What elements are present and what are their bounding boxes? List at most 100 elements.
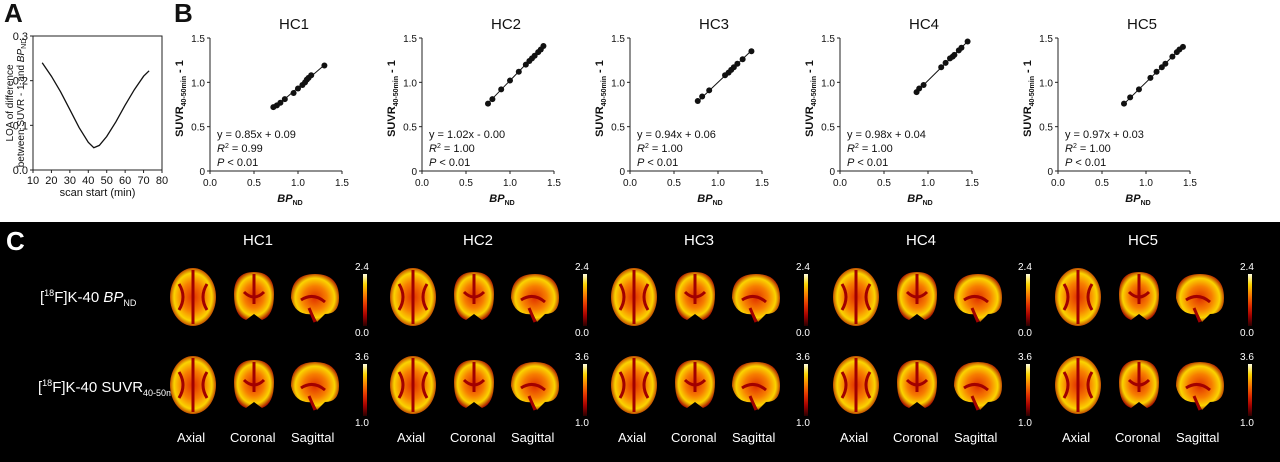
x-axis-label-sub: ND <box>293 200 303 207</box>
data-point <box>942 59 949 66</box>
colorbar-max: 3.6 <box>1240 352 1254 363</box>
x-tick-label: 0.5 <box>247 178 261 189</box>
data-point <box>1147 74 1154 81</box>
colorbar-row1 <box>583 274 587 326</box>
view-label-sagittal: Sagittal <box>1176 430 1220 445</box>
r-squared-sup: 2 <box>645 143 649 150</box>
r-squared-sup: 2 <box>1073 143 1077 150</box>
data-point <box>1153 68 1160 75</box>
colorbar-max: 2.4 <box>1018 262 1032 273</box>
x-axis-label-sub: ND <box>713 200 723 207</box>
x-axis-label: BPND <box>907 193 932 207</box>
data-point <box>1179 43 1186 50</box>
brain-detail <box>462 274 486 304</box>
scatter-hc1: HC1 0 0.5 1.0 1.5 0.0 0.5 1.0 1.5 BPND SUVR40-50mi… <box>174 16 349 207</box>
fit-equation: y = 1.02x - 0.00 <box>429 129 505 141</box>
brain-detail <box>177 270 209 324</box>
sagittal-slice-row2 <box>950 352 1006 423</box>
panel-a-chart: 0.0 0.1 0.2 0.3 10 20 30 40 50 60 70 80 scan start (… <box>5 31 168 199</box>
y-axis-label-tail: - 1 <box>804 60 816 76</box>
x-tick-label: 0.5 <box>1095 178 1109 189</box>
y-axis-label-line2: between SUVR - 1 and BPND <box>16 39 28 168</box>
r-squared-label: R <box>1065 143 1073 155</box>
colorbar-min: 0.0 <box>1240 328 1254 339</box>
view-label-coronal: Coronal <box>671 430 717 445</box>
view-label-coronal: Coronal <box>893 430 939 445</box>
x-axis-label: BPND <box>277 193 302 207</box>
y-tick-label: 0 <box>199 167 205 178</box>
y-axis-label-tail: - 1 <box>1022 60 1034 76</box>
x-tick-label: 1.0 <box>1139 178 1153 189</box>
y-tick-label: 0.5 <box>611 123 625 134</box>
view-label-sagittal: Sagittal <box>511 430 555 445</box>
colorbar-row2 <box>1248 364 1252 416</box>
colorbar-min: 1.0 <box>796 418 810 429</box>
colorbar-row1 <box>1026 274 1030 326</box>
colorbar-max: 2.4 <box>575 262 589 273</box>
y-tick-label: 0 <box>411 167 417 178</box>
x-tick-label: 0.5 <box>667 178 681 189</box>
data-point <box>277 99 284 106</box>
fit-equation: y = 0.94x + 0.06 <box>637 129 716 141</box>
colorbar-max: 3.6 <box>796 352 810 363</box>
brain-detail <box>741 383 767 411</box>
p-value: P < 0.01 <box>217 157 258 169</box>
data-point <box>507 77 513 84</box>
x-tick-label: 1.5 <box>1183 178 1197 189</box>
r-squared-sup: 2 <box>225 143 229 150</box>
y-axis-label-line2-sub: ND <box>21 39 28 49</box>
data-point <box>748 48 755 55</box>
colorbar-max: 3.6 <box>575 352 589 363</box>
data-point <box>916 85 923 92</box>
brain-detail <box>741 295 767 323</box>
x-axis-label: BPND <box>489 193 514 207</box>
p-value: P < 0.01 <box>1065 157 1106 169</box>
fit-equation: y = 0.85x + 0.09 <box>217 129 296 141</box>
y-axis-label: SUVR40-50min - 1 <box>804 60 818 137</box>
data-point <box>1169 53 1176 60</box>
fit-equation: y = 0.98x + 0.04 <box>847 129 926 141</box>
coronal-slice-row2 <box>1111 352 1167 423</box>
colorbar-min: 0.0 <box>796 328 810 339</box>
axial-slice-row1 <box>385 264 441 335</box>
data-point <box>1162 60 1169 67</box>
colorbar-row1 <box>363 274 367 326</box>
r-squared-value: = 0.99 <box>229 143 263 155</box>
p-value: P < 0.01 <box>637 157 678 169</box>
x-tick-label: 1.0 <box>921 178 935 189</box>
x-axis-label-sub: ND <box>923 200 933 207</box>
coronal-slice-row2 <box>446 352 502 423</box>
x-axis-label-sub: ND <box>1141 200 1151 207</box>
view-label-axial: Axial <box>618 430 647 445</box>
panel-letter-c: C <box>6 226 25 256</box>
y-axis-label-sub: 40-50min <box>811 76 818 106</box>
x-axis-label-italic: BP <box>489 193 505 205</box>
brain-detail <box>242 274 266 304</box>
subject-title: HC1 <box>243 232 274 249</box>
x-tick-label: 40 <box>82 175 94 187</box>
sagittal-slice-row1 <box>1172 264 1228 335</box>
x-axis-label: BPND <box>697 193 722 207</box>
view-label-axial: Axial <box>1062 430 1091 445</box>
view-label-coronal: Coronal <box>230 430 276 445</box>
panel-letter-a: A <box>4 0 23 28</box>
brain-detail <box>963 295 989 323</box>
data-point <box>734 60 741 67</box>
subject-title: HC5 <box>1128 232 1159 249</box>
data-point <box>699 93 706 100</box>
x-tick-label: 70 <box>137 175 149 187</box>
x-tick-label: 0.0 <box>623 178 637 189</box>
brain-detail <box>397 270 429 324</box>
data-point <box>920 81 927 88</box>
data-point <box>739 56 746 63</box>
axial-slice-row1 <box>828 264 884 335</box>
p-value-text: < 0.01 <box>854 157 888 169</box>
r-squared-value: = 1.00 <box>1077 143 1111 155</box>
y-tick-label: 0.0 <box>13 165 28 177</box>
y-axis-label: SUVR40-50min - 1 <box>594 60 608 137</box>
brain-detail <box>462 362 486 392</box>
data-point <box>694 97 701 104</box>
brain-detail <box>397 358 429 412</box>
p-value: P < 0.01 <box>847 157 888 169</box>
colorbar-min: 1.0 <box>1018 418 1032 429</box>
